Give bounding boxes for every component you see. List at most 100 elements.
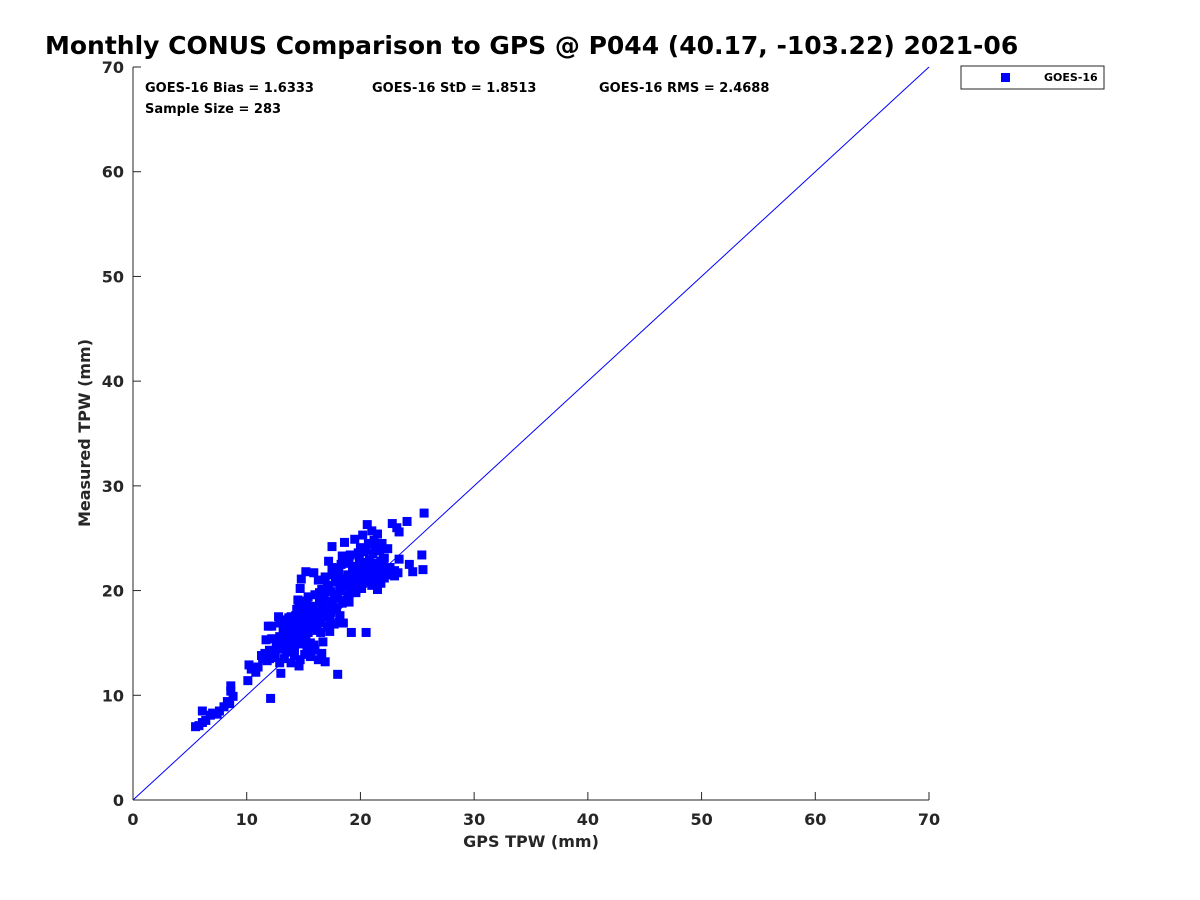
data-point — [351, 586, 361, 596]
data-point — [336, 559, 346, 569]
data-point — [214, 706, 224, 716]
data-point — [340, 537, 350, 547]
legend-entry-goes16: GOES-16 — [1044, 71, 1098, 84]
data-point — [314, 588, 324, 598]
x-tick-label: 40 — [577, 810, 599, 829]
data-point — [354, 554, 364, 564]
data-point — [304, 623, 314, 633]
data-point — [375, 546, 385, 556]
data-point — [417, 550, 427, 560]
data-point — [361, 627, 371, 637]
data-point — [316, 627, 326, 637]
data-point — [302, 599, 312, 609]
data-point — [369, 535, 379, 545]
bias-stat: GOES-16 Bias = 1.6333 — [145, 81, 314, 96]
data-point — [226, 686, 236, 696]
x-axis-label: GPS TPW (mm) — [463, 832, 599, 851]
data-point — [368, 549, 378, 559]
data-point — [308, 601, 318, 611]
chart-title: Monthly CONUS Comparison to GPS @ P044 (… — [45, 31, 1018, 60]
x-tick-label: 60 — [804, 810, 826, 829]
data-point — [294, 602, 304, 612]
data-point — [294, 661, 304, 671]
data-point — [337, 551, 347, 561]
data-point — [390, 571, 400, 581]
data-point — [274, 612, 284, 622]
data-point — [319, 575, 329, 585]
y-tick-label: 10 — [102, 686, 124, 705]
data-point — [293, 637, 303, 647]
data-point — [310, 590, 320, 600]
data-point — [310, 645, 320, 655]
data-point — [285, 641, 295, 651]
x-tick-label: 20 — [349, 810, 371, 829]
data-point — [289, 650, 299, 660]
data-point — [279, 634, 289, 644]
data-point — [286, 658, 296, 668]
data-point — [270, 649, 280, 659]
legend: GOES-16 — [960, 65, 1105, 90]
data-point — [359, 547, 369, 557]
data-point — [295, 655, 305, 665]
data-point — [243, 676, 253, 686]
data-point — [335, 611, 345, 621]
data-point — [371, 558, 381, 568]
data-point — [358, 530, 368, 540]
data-point — [302, 618, 312, 628]
data-point — [404, 559, 414, 569]
x-ticks: 0 10 20 30 40 50 60 70 — [127, 792, 940, 829]
data-point — [288, 629, 298, 639]
x-tick-label: 70 — [918, 810, 940, 829]
data-point — [334, 573, 344, 583]
data-point — [336, 586, 346, 596]
sample-size-stat: Sample Size = 283 — [145, 102, 281, 117]
data-point — [334, 617, 344, 627]
data-point — [344, 597, 354, 607]
data-point — [394, 527, 404, 537]
data-point — [362, 560, 372, 570]
x-tick-label: 10 — [236, 810, 258, 829]
data-point — [305, 652, 315, 662]
std-stat: GOES-16 StD = 1.8513 — [372, 81, 536, 96]
data-point — [383, 544, 393, 554]
y-tick-label: 40 — [102, 372, 124, 391]
data-point — [301, 632, 311, 642]
data-point — [225, 699, 235, 709]
data-point — [372, 585, 382, 595]
data-point — [346, 627, 356, 637]
data-point — [197, 706, 207, 716]
data-point — [329, 619, 339, 629]
data-point — [371, 570, 381, 580]
data-point — [334, 568, 344, 578]
data-point — [319, 612, 329, 622]
data-point — [370, 542, 380, 552]
y-tick-label: 30 — [102, 477, 124, 496]
data-point — [418, 565, 428, 575]
data-point — [332, 603, 342, 613]
data-point — [278, 644, 288, 654]
data-point — [228, 691, 238, 701]
data-point — [267, 621, 277, 631]
data-point — [367, 526, 377, 536]
data-point — [291, 611, 301, 621]
data-point — [296, 574, 306, 584]
data-point — [301, 567, 311, 577]
data-point — [300, 649, 310, 659]
data-point — [309, 568, 319, 578]
data-point — [358, 578, 368, 588]
data-point — [287, 635, 297, 645]
data-point — [368, 565, 378, 575]
data-point — [309, 640, 319, 650]
y-axis-label: Measured TPW (mm) — [75, 339, 94, 527]
data-point — [340, 596, 350, 606]
data-point — [394, 554, 404, 564]
y-tick-label: 20 — [102, 582, 124, 601]
data-point — [352, 569, 362, 579]
data-point — [261, 635, 271, 645]
data-point — [326, 608, 336, 618]
data-point — [362, 520, 372, 530]
data-point — [275, 658, 285, 668]
data-point — [266, 693, 276, 703]
data-point — [379, 573, 389, 583]
